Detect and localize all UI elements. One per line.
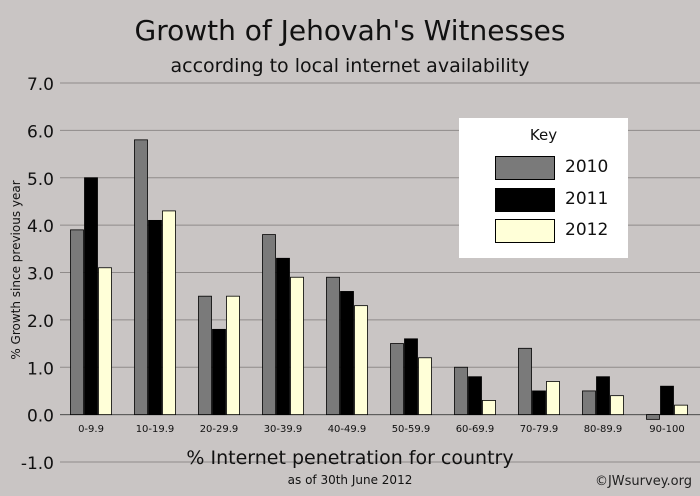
bar-2012-40-49.9 [354,305,368,416]
bar-2011-70-79.9 [532,390,546,416]
legend: Key 2010 2011 2012 [459,118,628,258]
bar-2010-10-19.9 [134,139,148,416]
bar-2011-90-100 [660,385,674,416]
credit-text: ©JWsurvey.org [594,474,692,489]
bar-2011-60-69.9 [468,376,482,416]
bar-2011-40-49.9 [340,291,354,416]
y-tick-label: -1.0 [21,454,54,474]
bar-2010-80-89.9 [582,390,596,416]
bar-2010-60-69.9 [454,366,468,416]
bars [70,139,688,420]
bar-2012-50-59.9 [418,357,432,416]
bar-2012-30-39.9 [290,276,304,416]
chart-subtitle: according to local internet availability [170,55,530,77]
x-tick-label: 40-49.9 [328,424,367,435]
bar-2012-20-29.9 [226,295,240,416]
bar-2010-90-100 [646,414,660,420]
y-tick-labels: -1.0 0.0 1.0 2.0 3.0 4.0 5.0 6.0 7.0 [21,75,54,474]
bar-2012-10-19.9 [162,210,176,416]
bar-2011-0-9.9 [84,177,98,416]
legend-swatch-2012 [495,219,555,243]
bar-2012-60-69.9 [482,400,496,416]
y-tick-label: 6.0 [27,122,54,142]
x-axis-label: % Internet penetration for country [186,447,514,469]
bar-2011-20-29.9 [212,328,226,416]
y-tick-label: 1.0 [27,359,54,379]
x-tick-label: 20-29.9 [200,424,239,435]
legend-swatch-2010 [495,156,555,180]
y-tick-label: 2.0 [27,312,54,332]
x-tick-label: 50-59.9 [392,424,431,435]
x-tick-label: 30-39.9 [264,424,303,435]
legend-title: Key [529,126,558,144]
y-tick-label: 0.0 [27,407,54,427]
legend-label-2010: 2010 [565,157,609,177]
bar-2011-50-59.9 [404,338,418,416]
x-tick-label: 70-79.9 [520,424,559,435]
y-tick-label: 3.0 [27,265,54,285]
bar-2012-70-79.9 [546,381,560,416]
chart-title: Growth of Jehovah's Witnesses [134,14,566,47]
bar-2011-80-89.9 [596,376,610,416]
bar-2012-80-89.9 [610,395,624,416]
bar-2010-70-79.9 [518,347,532,416]
x-tick-label: 10-19.9 [136,424,175,435]
legend-swatch-2011 [495,188,555,212]
x-axis-sublabel: as of 30th June 2012 [287,473,413,487]
bar-2010-0-9.9 [70,229,84,416]
legend-label-2012: 2012 [565,220,609,240]
x-tick-label: 60-69.9 [456,424,495,435]
bar-2010-40-49.9 [326,276,340,416]
x-tick-labels: 0-9.9 10-19.9 20-29.9 30-39.9 40-49.9 50-59.9… [78,424,685,435]
legend-label-2011: 2011 [565,189,609,209]
y-tick-label: 7.0 [27,75,54,95]
x-tick-label: 0-9.9 [78,424,104,435]
bar-2010-50-59.9 [390,343,404,416]
bar-2012-90-100 [674,404,688,416]
bar-2010-30-39.9 [262,234,276,416]
y-tick-label: 4.0 [27,217,54,237]
x-tick-label: 90-100 [649,424,684,435]
bar-2011-30-39.9 [276,257,290,416]
bar-2010-20-29.9 [198,295,212,416]
x-tick-label: 80-89.9 [584,424,623,435]
bar-2012-0-9.9 [98,267,112,416]
y-tick-label: 5.0 [27,170,54,190]
y-axis-label: % Growth since previous year [9,180,23,360]
bar-2011-10-19.9 [148,219,162,416]
